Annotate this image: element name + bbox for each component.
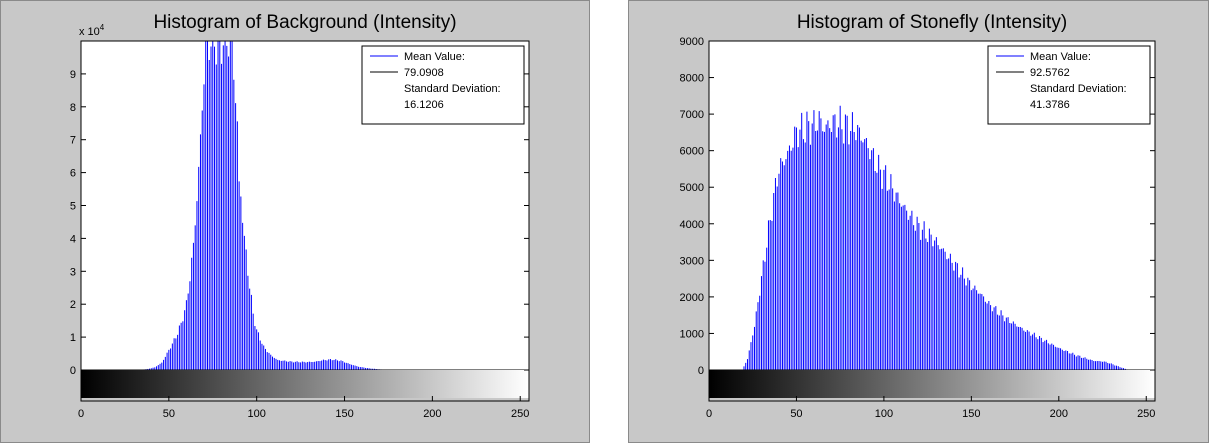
x-tick-label: 0 (78, 408, 84, 420)
x-tick-label: 200 (423, 408, 441, 420)
y-tick-label: 4000 (680, 219, 704, 231)
histogram-stonefly-chart: 0 1000 2000 3000 4000 5000 6000 7000 8000 9000 0 50… (680, 12, 1156, 420)
legend-entry: 16.1206 (404, 99, 444, 111)
chart-title: Histogram of Background (Intensity) (153, 12, 456, 33)
x-tick-label: 250 (511, 408, 529, 420)
y-tick-label: 2000 (680, 292, 704, 304)
legend (987, 45, 1151, 125)
y-tick-label: 4 (70, 233, 76, 245)
bars (743, 105, 1128, 370)
y-tick-label: 5 (70, 201, 76, 213)
y-multiplier-base: x 10 (79, 26, 100, 38)
bars (80, 41, 388, 370)
chart-title: Histogram of Stonefly (Intensity) (797, 12, 1067, 33)
x-tick-label: 150 (335, 408, 353, 420)
y-tick-label: 7000 (680, 109, 704, 121)
y-tick-label: 8000 (680, 73, 704, 85)
x-tick-label: 50 (163, 408, 175, 420)
x-tick-label: 0 (706, 408, 712, 420)
y-tick-label: 6000 (680, 146, 704, 158)
y-tick-label: 2 (70, 299, 76, 311)
y-tick-label: 9 (70, 69, 76, 81)
legend-entry: Standard Deviation: (1030, 83, 1127, 95)
x-tick-label: 100 (875, 408, 893, 420)
legend-entry: Standard Deviation: (404, 83, 501, 95)
legend-entry: 92.5762 (1030, 67, 1070, 79)
x-tick-label: 150 (962, 408, 980, 420)
y-tick-label: 8 (70, 102, 76, 114)
x-tick-label: 200 (1050, 408, 1068, 420)
y-tick-label: 1000 (680, 328, 704, 340)
y-tick-label: 3 (70, 266, 76, 278)
x-tick-label: 100 (248, 408, 266, 420)
histogram-stonefly-panel: 0 1000 2000 3000 4000 5000 6000 7000 8000 9000 0 50… (628, 0, 1209, 443)
y-tick-label: 7 (70, 135, 76, 147)
x-tick-label: 250 (1137, 408, 1155, 420)
legend (361, 45, 525, 125)
y-tick-label: 5000 (680, 182, 704, 194)
y-tick-label: 9000 (680, 36, 704, 48)
legend-entry: 41.3786 (1030, 99, 1070, 111)
y-tick-label: 6 (70, 168, 76, 180)
y-multiplier-exponent: 4 (100, 23, 105, 32)
histogram-background-panel: 0 1 2 3 4 5 6 7 8 9 0 50 100 150 200 250 Histogram of Ba… (0, 0, 590, 443)
grayscale-colorbar (709, 370, 1155, 398)
legend-entry: Mean Value: (404, 51, 465, 63)
grayscale-colorbar (81, 370, 529, 398)
legend-entry: 79.0908 (404, 67, 444, 79)
axes-box (80, 40, 530, 402)
y-tick-label: 0 (698, 365, 704, 377)
histogram-background-chart: 0 1 2 3 4 5 6 7 8 9 0 50 100 150 200 250 Histogram of Ba… (70, 12, 530, 420)
x-tick-label: 50 (790, 408, 802, 420)
axes-box (708, 40, 1156, 402)
y-multiplier: x 104 (79, 23, 105, 38)
legend-entry: Mean Value: (1030, 51, 1091, 63)
y-tick-label: 0 (70, 365, 76, 377)
y-tick-label: 3000 (680, 255, 704, 267)
y-tick-label: 1 (70, 332, 76, 344)
